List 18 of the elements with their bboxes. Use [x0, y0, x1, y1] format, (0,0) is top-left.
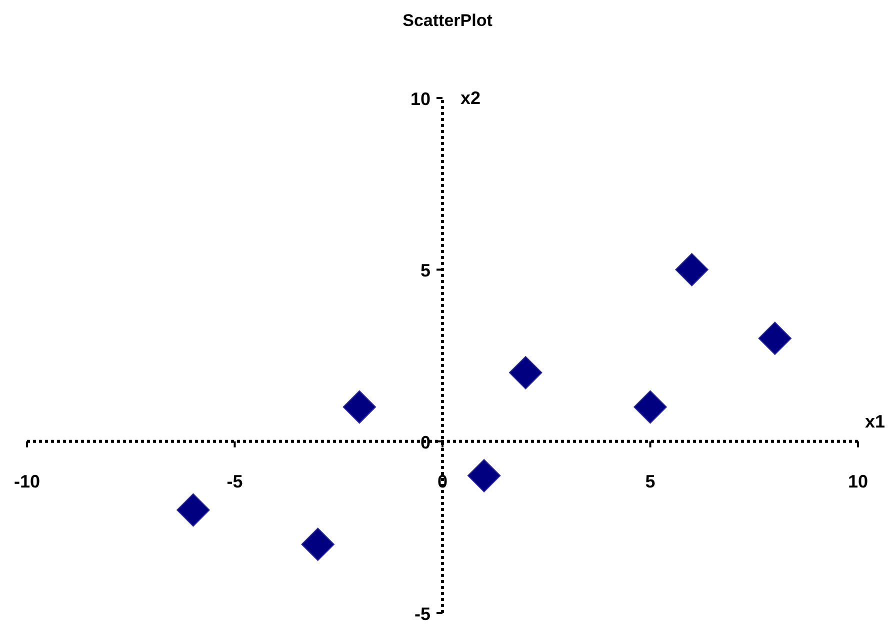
- x-axis-title: x1: [865, 411, 886, 432]
- point: [342, 390, 376, 424]
- point: [675, 253, 708, 286]
- x-tick-label: -10: [14, 471, 40, 492]
- point: [176, 493, 210, 527]
- point: [301, 528, 334, 561]
- y-tick-label: -5: [414, 604, 430, 624]
- x-tick-label: -5: [226, 471, 243, 492]
- y-tick-label: 5: [420, 260, 430, 281]
- y-tick-label: 10: [410, 89, 430, 109]
- y-axis-title: x2: [460, 88, 481, 108]
- point: [467, 459, 501, 492]
- point: [634, 390, 667, 424]
- x-tick-label: 10: [848, 471, 868, 492]
- point: [758, 322, 792, 355]
- point: [508, 356, 542, 390]
- x-tick-label: 5: [645, 471, 656, 492]
- chart-title: ScatterPlot: [402, 11, 493, 30]
